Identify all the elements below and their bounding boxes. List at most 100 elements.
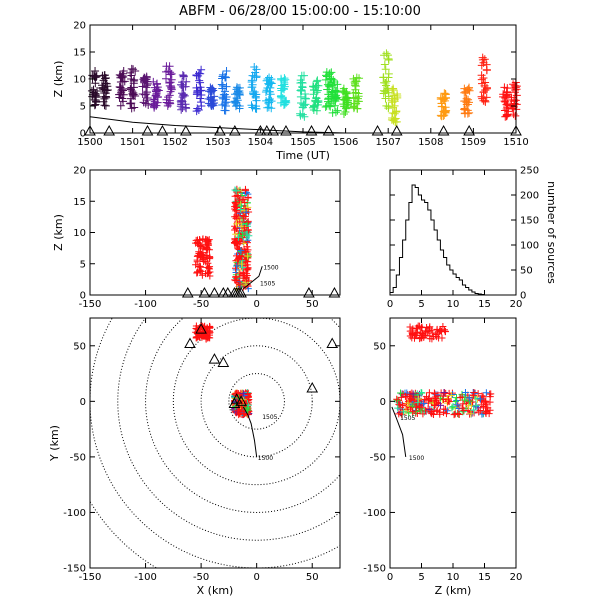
flash-source bbox=[382, 49, 391, 58]
flash-source bbox=[333, 106, 342, 115]
flash-source bbox=[477, 92, 486, 101]
track-line bbox=[242, 406, 258, 457]
source-point bbox=[237, 246, 245, 254]
time-xtick-label: 1505 bbox=[290, 137, 315, 148]
range-ring bbox=[228, 373, 285, 430]
flash-source bbox=[461, 89, 470, 98]
histogram-steps bbox=[389, 184, 485, 295]
source-point bbox=[194, 330, 202, 338]
flash-source bbox=[437, 99, 446, 108]
source-point bbox=[232, 273, 240, 281]
flash-source bbox=[511, 85, 520, 94]
source-point bbox=[197, 250, 205, 258]
xz-xtick-label: -100 bbox=[134, 299, 157, 310]
flash-source bbox=[247, 101, 256, 110]
source-point bbox=[442, 410, 450, 418]
flash-source bbox=[350, 81, 359, 90]
station-marker bbox=[322, 124, 335, 136]
xz-ytick-label: 0 bbox=[80, 291, 86, 302]
plan-ylabel: Y (km) bbox=[48, 425, 61, 462]
time-xtick-label: 1501 bbox=[120, 137, 145, 148]
source-point bbox=[482, 389, 490, 397]
source-point bbox=[395, 400, 403, 408]
source-point bbox=[204, 245, 212, 253]
flash-source bbox=[117, 85, 126, 94]
source-point bbox=[239, 257, 247, 265]
flash-source bbox=[329, 97, 338, 106]
flash-source bbox=[265, 98, 274, 107]
source-point bbox=[403, 389, 411, 397]
flash-source bbox=[465, 98, 474, 107]
flash-source bbox=[204, 99, 213, 108]
source-point bbox=[244, 194, 252, 202]
source-point bbox=[202, 244, 210, 252]
flash-source bbox=[263, 75, 272, 84]
source-point bbox=[242, 278, 250, 286]
flash-source bbox=[129, 92, 138, 101]
flash-source bbox=[511, 111, 520, 120]
flash-source bbox=[331, 108, 340, 117]
flash-source bbox=[482, 65, 491, 74]
flash-source bbox=[251, 90, 260, 99]
flash-source bbox=[479, 96, 488, 105]
flash-source bbox=[510, 95, 519, 104]
track-time-label: 1500 bbox=[263, 264, 278, 271]
source-point bbox=[205, 264, 213, 272]
flash-source bbox=[388, 86, 397, 95]
track-time-label: 1500 bbox=[258, 455, 273, 462]
hist-ytick-label: 150 bbox=[520, 216, 539, 227]
flash-source bbox=[264, 80, 273, 89]
station-marker bbox=[181, 286, 194, 298]
flash-source bbox=[441, 93, 450, 102]
flash-source bbox=[252, 73, 261, 82]
flash-source bbox=[90, 101, 99, 110]
flash-source bbox=[379, 86, 388, 95]
source-point bbox=[415, 395, 423, 403]
flash-source bbox=[277, 84, 286, 93]
flash-source bbox=[392, 117, 401, 126]
flash-source bbox=[209, 96, 218, 105]
source-point bbox=[436, 410, 444, 418]
zy-ytick-label: 50 bbox=[373, 341, 386, 352]
source-point bbox=[203, 254, 211, 262]
flash-source bbox=[311, 96, 320, 105]
source-point bbox=[192, 261, 200, 269]
flash-source bbox=[178, 89, 187, 98]
flash-source bbox=[503, 88, 512, 97]
source-point bbox=[453, 401, 461, 409]
zy-axes-frame bbox=[389, 317, 517, 569]
source-point bbox=[400, 408, 408, 416]
station-marker bbox=[328, 286, 341, 298]
xz-ytick-label: 5 bbox=[80, 259, 86, 270]
flash-source bbox=[309, 82, 318, 91]
source-point bbox=[443, 407, 451, 415]
flash-source bbox=[138, 90, 147, 99]
flash-source bbox=[164, 67, 173, 76]
time-xlabel: Time (UT) bbox=[275, 149, 330, 162]
range-ring bbox=[200, 345, 313, 458]
plan-xtick-label: -150 bbox=[79, 572, 102, 583]
source-point bbox=[242, 208, 250, 216]
source-point bbox=[454, 410, 462, 418]
flash-source bbox=[298, 82, 307, 91]
flash-source bbox=[177, 98, 186, 107]
flash-source bbox=[196, 94, 205, 103]
flash-source bbox=[309, 90, 318, 99]
station-marker bbox=[390, 124, 403, 136]
source-point bbox=[198, 271, 206, 279]
time-ylabel: Z (km) bbox=[52, 61, 65, 98]
source-point bbox=[414, 399, 422, 407]
source-point bbox=[417, 389, 425, 397]
flash-source bbox=[501, 112, 510, 121]
station-marker bbox=[208, 286, 221, 298]
flash-source bbox=[118, 94, 127, 103]
station-marker bbox=[208, 353, 221, 364]
source-point bbox=[197, 267, 205, 275]
flash-source bbox=[103, 86, 112, 95]
hist-xtick-label: 0 bbox=[387, 299, 393, 310]
flash-source bbox=[331, 95, 340, 104]
flash-source bbox=[326, 102, 335, 111]
source-point bbox=[196, 263, 204, 271]
source-point bbox=[242, 255, 250, 263]
source-point bbox=[233, 262, 241, 270]
